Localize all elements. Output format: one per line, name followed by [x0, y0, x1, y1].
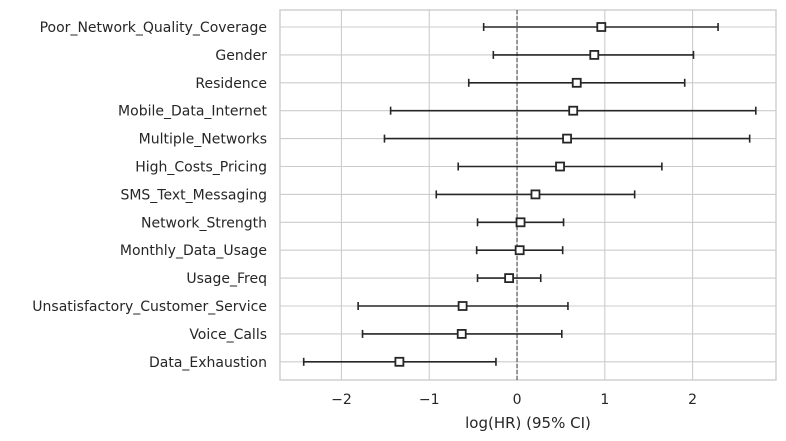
plot-border: [279, 9, 777, 381]
estimate-marker: [555, 161, 565, 172]
x-tick-label: 2: [688, 392, 697, 408]
estimate-marker: [562, 133, 572, 144]
row-mark: [389, 105, 757, 116]
y-tick-label: Voice_Calls: [189, 327, 267, 343]
estimate-marker: [504, 273, 515, 284]
x-tick-labels: −2 −1 0 1 2: [331, 392, 697, 408]
y-tick-label: Monthly_Data_Usage: [120, 243, 267, 259]
x-tick-label: 0: [513, 392, 522, 408]
row-mark: [302, 356, 497, 367]
row-mark: [476, 217, 565, 228]
estimate-marker: [571, 77, 582, 88]
row-mark: [357, 301, 569, 311]
estimate-marker: [456, 328, 467, 339]
row-mark: [361, 328, 563, 339]
estimate-marker: [457, 301, 468, 311]
row-mark: [435, 189, 636, 200]
estimate-marker: [568, 105, 579, 116]
y-tick-label: SMS_Text_Messaging: [120, 187, 267, 203]
row-mark: [482, 22, 719, 32]
row-mark: [492, 50, 695, 60]
y-tick-label: Poor_Network_Quality_Coverage: [40, 20, 267, 36]
y-tick-label: Unsatisfactory_Customer_Service: [32, 299, 267, 315]
row-mark: [476, 273, 542, 284]
y-tick-label: Residence: [195, 76, 267, 92]
estimate-marker: [589, 50, 600, 60]
x-tick-label: −1: [419, 392, 440, 408]
y-tick-label: Multiple_Networks: [139, 132, 267, 148]
y-tick-label: Network_Strength: [141, 215, 267, 231]
row-mark: [383, 133, 751, 144]
y-tick-labels: Poor_Network_Quality_Coverage Gender Resid…: [32, 20, 267, 371]
y-tick-label: Mobile_Data_Internet: [118, 104, 267, 120]
y-tick-label: Gender: [215, 48, 267, 64]
row-mark: [475, 245, 564, 256]
estimate-marker: [530, 189, 541, 200]
y-tick-label: High_Costs_Pricing: [135, 160, 267, 176]
x-tick-label: −2: [331, 392, 352, 408]
row-mark: [457, 161, 663, 172]
y-tick-label: Data_Exhaustion: [149, 355, 267, 371]
x-tick-label: 1: [600, 392, 609, 408]
estimate-marker: [514, 245, 525, 256]
row-mark: [467, 77, 686, 88]
estimate-marker: [515, 217, 526, 228]
plot-frame: [279, 9, 777, 381]
estimate-marks: [302, 22, 757, 367]
x-axis-label: log(HR) (95% CI): [465, 414, 591, 432]
estimate-marker: [394, 356, 405, 367]
y-tick-label: Usage_Freq: [186, 271, 267, 287]
estimate-marker: [596, 22, 607, 32]
